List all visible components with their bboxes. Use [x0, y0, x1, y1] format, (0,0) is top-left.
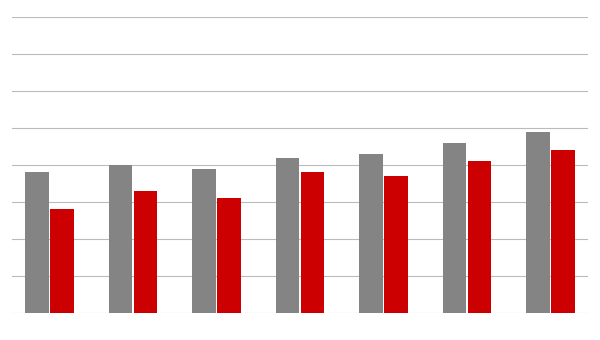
Bar — [134, 191, 157, 313]
Bar — [276, 157, 299, 313]
Bar — [468, 161, 491, 313]
Bar — [359, 154, 383, 313]
Bar — [526, 132, 550, 313]
Bar — [193, 169, 215, 313]
Bar — [25, 172, 49, 313]
Bar — [50, 209, 74, 313]
Bar — [217, 198, 241, 313]
Bar — [301, 172, 324, 313]
Bar — [551, 150, 575, 313]
Bar — [443, 143, 466, 313]
Bar — [385, 176, 407, 313]
Bar — [109, 165, 132, 313]
